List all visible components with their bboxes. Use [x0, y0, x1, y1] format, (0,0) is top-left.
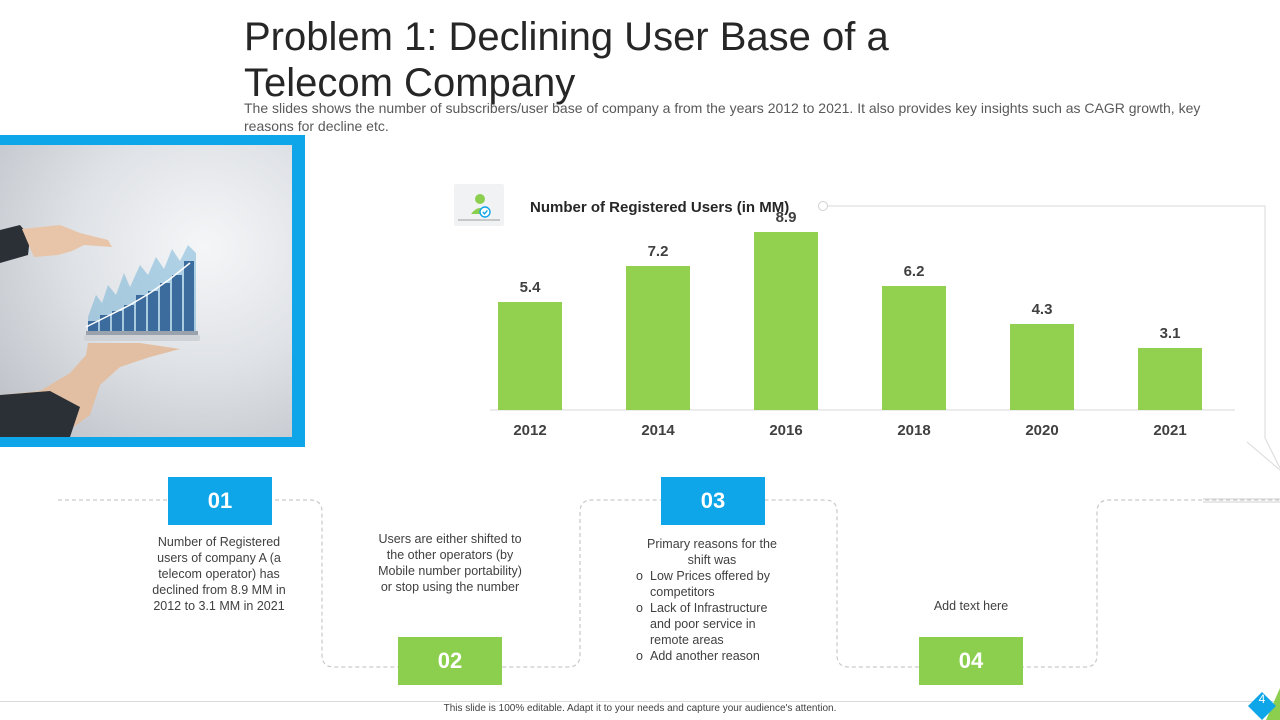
step-03-intro: Primary reasons for the shift was: [647, 537, 777, 567]
data-label-2020: 4.3: [1032, 301, 1053, 318]
slide-title: Problem 1: Declining User Base of a Tele…: [244, 15, 889, 105]
x-tick-label-2012: 2012: [513, 422, 546, 439]
page-corner-icon: [1248, 688, 1280, 720]
step-04-text: Add text here: [933, 599, 1009, 613]
bar-2020: [1010, 324, 1074, 410]
footer-divider: [0, 701, 1280, 702]
list-item: Low Prices offered by competitors: [636, 568, 788, 600]
footer-note: This slide is 100% editable. Adapt it to…: [443, 703, 837, 714]
data-label-2016: 8.9: [776, 209, 797, 226]
step-03-badge: 03: [661, 477, 765, 525]
slide-subtitle: The slides shows the number of subscribe…: [244, 100, 1201, 134]
x-tick-label-2021: 2021: [1153, 422, 1186, 439]
list-item: Add another reason: [636, 648, 788, 664]
hand-chart-illustration-icon: [0, 225, 200, 437]
page-number: 4: [1258, 692, 1266, 706]
step-03-bullets: Low Prices offered by competitors Lack o…: [636, 568, 788, 664]
step-01-badge: 01: [168, 477, 272, 525]
registered-user-icon: [454, 184, 504, 226]
data-label-2018: 6.2: [904, 263, 925, 280]
chart-canvas: 5.4 2012 7.2 2014 8.9 2016 6.2 2018 4.3 2020 3.1 20…: [490, 201, 1280, 471]
data-label-2021: 3.1: [1160, 325, 1181, 342]
bar-2016: [754, 232, 818, 410]
step-04-badge: 04: [919, 637, 1023, 685]
x-tick-label-2014: 2014: [641, 422, 675, 439]
photo-frame: [0, 135, 305, 447]
data-label-2012: 5.4: [520, 279, 542, 296]
bar-2014: [626, 266, 690, 410]
chart-title: Number of Registered Users (in MM): [530, 199, 790, 216]
step-01-text: Number of Registered users of company A …: [152, 535, 286, 613]
step-02-text: Users are either shifted to the other op…: [378, 532, 522, 594]
x-tick-label-2020: 2020: [1025, 422, 1058, 439]
list-item: Lack of Infrastructure and poor service …: [636, 600, 788, 648]
data-label-2014: 7.2: [648, 243, 669, 260]
bar-2021: [1138, 348, 1202, 410]
x-tick-label-2016: 2016: [769, 422, 802, 439]
step-02-badge: 02: [398, 637, 502, 685]
bar-2012: [498, 302, 562, 410]
x-tick-label-2018: 2018: [897, 422, 930, 439]
bar-chart: Number of Registered Users (in MM) 5.4 20…: [450, 180, 1280, 480]
business-hand-tablet-photo: [0, 145, 292, 437]
step-03-text: Primary reasons for the shift was Low Pr…: [636, 536, 788, 664]
bar-2018: [882, 286, 946, 410]
